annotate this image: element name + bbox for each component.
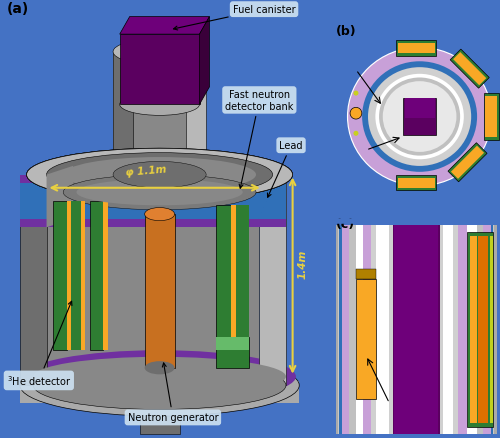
Ellipse shape — [346, 47, 494, 188]
Polygon shape — [200, 18, 209, 105]
Bar — [20, 175, 46, 385]
Ellipse shape — [63, 175, 256, 210]
Polygon shape — [120, 18, 210, 35]
Bar — [260, 184, 286, 219]
Text: φ 1.1m: φ 1.1m — [126, 164, 167, 177]
Ellipse shape — [34, 361, 286, 410]
Bar — [403, 99, 436, 136]
Bar — [485, 96, 497, 138]
Bar — [186, 53, 206, 175]
Bar — [466, 232, 493, 427]
Ellipse shape — [123, 42, 196, 62]
Bar — [448, 143, 487, 182]
Bar — [120, 35, 200, 105]
Bar — [144, 215, 174, 368]
Ellipse shape — [140, 399, 179, 415]
Bar — [394, 226, 438, 434]
Bar — [440, 226, 443, 434]
Ellipse shape — [63, 158, 256, 193]
Text: Lead: Lead — [268, 141, 303, 198]
Ellipse shape — [26, 149, 292, 201]
Bar — [398, 44, 434, 54]
Text: (c): (c) — [336, 218, 355, 231]
Ellipse shape — [76, 180, 242, 206]
Bar — [216, 337, 250, 350]
Bar — [216, 337, 250, 368]
Bar — [72, 201, 82, 350]
Bar — [390, 226, 393, 434]
Ellipse shape — [113, 39, 206, 66]
Bar — [46, 175, 260, 385]
Ellipse shape — [362, 62, 477, 173]
Bar — [113, 53, 133, 175]
Bar — [66, 201, 71, 350]
Bar — [396, 176, 436, 191]
Ellipse shape — [113, 162, 206, 188]
Bar — [349, 226, 483, 434]
Bar — [362, 226, 371, 434]
Bar — [82, 201, 85, 350]
Bar — [484, 94, 498, 141]
Bar — [478, 237, 488, 423]
Ellipse shape — [144, 208, 174, 221]
Text: (a): (a) — [6, 2, 29, 16]
Text: Fuel canister: Fuel canister — [174, 5, 296, 31]
Bar — [53, 201, 66, 350]
Bar — [113, 53, 206, 175]
Bar — [356, 280, 376, 399]
Ellipse shape — [348, 49, 491, 186]
Bar — [231, 206, 236, 337]
Bar — [236, 206, 250, 337]
Bar — [140, 407, 179, 434]
Bar — [20, 381, 299, 403]
Bar — [450, 50, 490, 89]
Bar — [20, 184, 46, 219]
Ellipse shape — [34, 357, 286, 396]
Bar — [103, 201, 108, 350]
Text: (b): (b) — [336, 25, 356, 39]
Text: Neutron generator: Neutron generator — [128, 363, 218, 423]
Text: $^3$He detector: $^3$He detector — [6, 301, 72, 388]
Ellipse shape — [354, 92, 358, 96]
Ellipse shape — [26, 149, 292, 201]
Bar — [260, 175, 286, 228]
Bar — [46, 175, 260, 228]
Bar — [46, 184, 260, 219]
Bar — [470, 237, 476, 423]
Ellipse shape — [52, 154, 268, 196]
Ellipse shape — [20, 355, 299, 416]
Bar — [216, 206, 231, 337]
Bar — [398, 178, 434, 188]
Ellipse shape — [24, 350, 296, 403]
Bar — [90, 201, 103, 350]
Ellipse shape — [350, 108, 362, 120]
Text: Fast neutron
detector bank: Fast neutron detector bank — [225, 90, 294, 189]
Ellipse shape — [144, 361, 174, 374]
Bar — [356, 226, 476, 434]
Ellipse shape — [383, 82, 456, 152]
Bar — [453, 53, 486, 86]
Bar — [371, 226, 376, 434]
Bar — [20, 175, 46, 228]
Bar — [458, 226, 466, 434]
Bar — [356, 269, 376, 280]
Bar — [342, 226, 491, 434]
Bar — [396, 41, 436, 57]
Text: 1.4m: 1.4m — [298, 249, 308, 278]
Ellipse shape — [354, 131, 358, 137]
Ellipse shape — [120, 94, 200, 116]
Bar — [451, 146, 484, 180]
Ellipse shape — [46, 153, 272, 197]
Bar — [260, 175, 286, 385]
Polygon shape — [46, 166, 73, 228]
Ellipse shape — [368, 68, 471, 166]
Ellipse shape — [379, 78, 460, 156]
Ellipse shape — [26, 149, 292, 201]
Bar — [404, 99, 434, 119]
Bar — [490, 237, 494, 423]
Bar — [391, 226, 442, 434]
Bar — [453, 226, 458, 434]
Ellipse shape — [376, 74, 464, 160]
